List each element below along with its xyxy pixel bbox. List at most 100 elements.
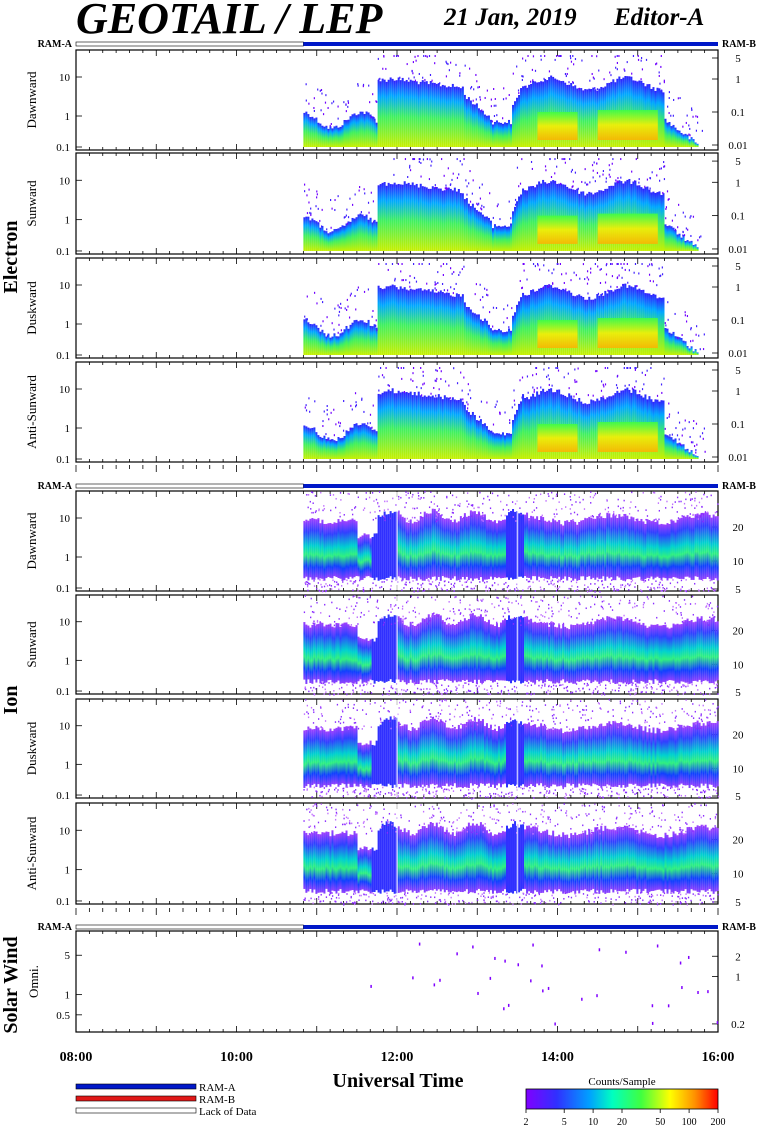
- ion-noise: [424, 620, 426, 622]
- ion-noise: [471, 797, 473, 800]
- electron-noise: [530, 160, 533, 163]
- electron-column: [463, 404, 466, 459]
- ion-noise: [530, 693, 532, 695]
- ion-noise: [562, 711, 565, 713]
- electron-noise: [699, 348, 701, 351]
- electron-noise: [682, 234, 684, 237]
- ion-noise: [473, 507, 475, 510]
- electron-noise: [422, 370, 424, 373]
- ion-noise: [702, 789, 705, 792]
- ion-column: [674, 522, 677, 578]
- electron-noise: [400, 367, 402, 369]
- ion-noise: [591, 618, 594, 621]
- electron-noise: [469, 200, 472, 203]
- ion-noise: [653, 491, 655, 494]
- electron-noise: [607, 367, 609, 369]
- electron-noise: [450, 267, 452, 270]
- ion-column: [331, 523, 334, 579]
- electron-noise: [561, 273, 563, 276]
- electron-noise: [626, 263, 628, 265]
- ion-column: [634, 521, 637, 578]
- ion-column: [347, 520, 350, 580]
- ion-noise: [427, 622, 429, 625]
- electron-column: [361, 320, 364, 355]
- ion-noise: [694, 726, 696, 729]
- electron-column: [536, 82, 539, 147]
- ion-noise: [419, 688, 422, 691]
- electron-noise: [663, 165, 665, 168]
- electron-column: [417, 391, 420, 459]
- ion-noise: [709, 713, 711, 715]
- ion-noise: [323, 505, 325, 507]
- electron-noise: [564, 158, 566, 161]
- electron-noise: [696, 115, 699, 118]
- ion-noise: [634, 786, 636, 789]
- ion-noise: [705, 605, 708, 607]
- ion-noise: [440, 692, 443, 695]
- ion-column: [628, 519, 631, 580]
- electron-noise: [531, 167, 533, 170]
- ion-noise: [435, 516, 437, 519]
- ion-noise: [664, 589, 667, 591]
- ion-column: [650, 521, 653, 577]
- electron-column: [305, 318, 308, 355]
- ion-noise: [354, 506, 357, 508]
- ion-column: [522, 617, 525, 683]
- ion-noise: [678, 500, 680, 503]
- ion-noise: [619, 702, 622, 705]
- y-tick-label-right: 0.1: [731, 211, 745, 223]
- electron-noise: [439, 82, 441, 85]
- ion-column: [536, 516, 539, 581]
- electron-column: [666, 435, 669, 459]
- ion-column: [506, 619, 509, 681]
- ion-noise: [505, 793, 507, 796]
- ion-column: [532, 516, 535, 577]
- ion-noise: [563, 493, 566, 495]
- ion-noise: [617, 726, 619, 729]
- ion-noise: [695, 722, 697, 725]
- ion-noise: [592, 496, 594, 499]
- ion-noise: [454, 727, 456, 730]
- ion-noise: [520, 786, 522, 789]
- ion-noise: [707, 788, 709, 791]
- electron-noise: [532, 374, 534, 377]
- ion-noise: [451, 586, 453, 589]
- ion-noise: [414, 796, 416, 798]
- ion-column: [373, 641, 376, 684]
- ion-noise: [547, 693, 549, 695]
- electron-noise: [695, 422, 698, 425]
- electron-column: [658, 297, 661, 355]
- ion-noise: [702, 693, 705, 696]
- ion-column: [706, 512, 709, 578]
- electron-noise: [521, 286, 524, 289]
- ion-noise: [477, 786, 479, 789]
- y-tick-label-right: 5: [735, 156, 741, 168]
- electron-column: [489, 119, 492, 147]
- ion-column: [658, 625, 661, 683]
- ion-noise: [309, 583, 311, 585]
- ion-noise: [352, 683, 354, 686]
- electron-column: [578, 88, 581, 147]
- ion-column: [520, 721, 523, 786]
- ion-column: [319, 523, 322, 579]
- electron-noise: [591, 72, 593, 75]
- ion-noise: [553, 708, 555, 711]
- electron-column: [399, 80, 402, 147]
- electron-column: [524, 398, 527, 459]
- electron-column: [493, 329, 496, 355]
- electron-column: [483, 114, 486, 147]
- ion-noise: [602, 692, 605, 694]
- ion-noise: [707, 709, 710, 711]
- ion-noise: [413, 590, 415, 593]
- electron-noise: [563, 281, 565, 284]
- ion-noise: [469, 792, 471, 795]
- ion-noise: [472, 788, 474, 791]
- electron-noise: [641, 68, 644, 71]
- ion-column: [369, 639, 372, 680]
- electron-noise: [651, 171, 653, 174]
- electron-noise: [602, 173, 604, 176]
- electron-noise: [665, 324, 667, 327]
- electron-noise: [513, 389, 515, 392]
- ion-column: [606, 616, 609, 682]
- ion-column: [425, 513, 428, 579]
